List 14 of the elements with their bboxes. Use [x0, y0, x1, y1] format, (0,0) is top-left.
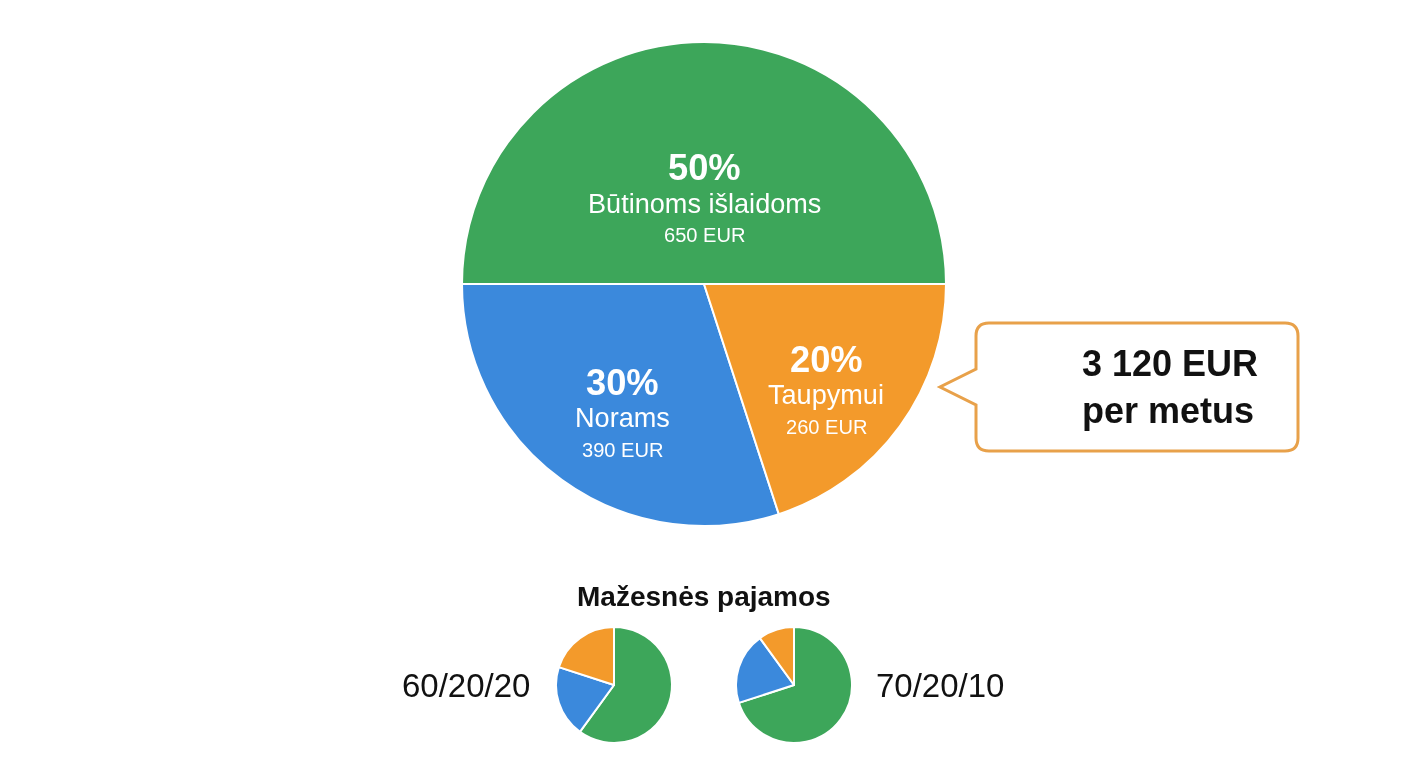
- data-label: 20%: [790, 339, 863, 380]
- text: 390 EUR: [582, 439, 664, 461]
- slice-label: Norams: [575, 402, 670, 433]
- data-label: 30%: [586, 362, 659, 403]
- slice-label: Taupymui: [768, 379, 884, 410]
- text: 3 120 EUR per metus: [1082, 343, 1259, 431]
- text: 60/20/20: [402, 667, 531, 704]
- text: 260 EUR: [786, 416, 868, 438]
- text: Mažesnės pajamos: [577, 581, 831, 612]
- slice-label: Būtinoms išlaidoms: [588, 188, 822, 219]
- data-label: 50%: [668, 147, 741, 188]
- text: 650 EUR: [664, 224, 746, 246]
- pie-slice: [737, 626, 853, 744]
- text: 70/20/10: [876, 667, 1005, 704]
